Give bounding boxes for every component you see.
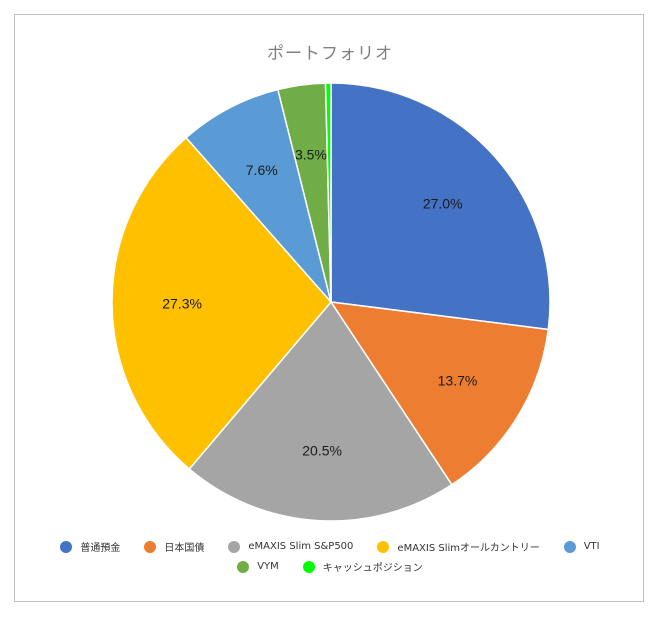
legend-swatch	[563, 540, 576, 553]
chart-title: ポートフォリオ	[267, 44, 393, 64]
slice-data-label: 27.3%	[162, 295, 202, 311]
legend-label: eMAXIS Slim S&P500	[248, 541, 354, 552]
pie-slice	[111, 136, 332, 471]
legend-item: VYM	[237, 560, 279, 573]
legend-row-2: VYM キャッシュポジション	[15, 559, 645, 574]
legend-label: 普通預金	[80, 543, 121, 554]
pie-chart: 27.0% 13.7% 20.5% 27.3% 7.6% 3.5%	[111, 82, 551, 522]
legend-item: 日本国債	[144, 539, 204, 554]
pie-slice	[329, 301, 550, 486]
legend-swatch	[237, 560, 250, 573]
legend-label: eMAXIS Slimオールカントリー	[397, 543, 540, 554]
legend-label: VTI	[583, 541, 600, 552]
legend-swatch	[377, 540, 390, 553]
slice-data-label: 3.5%	[295, 146, 327, 162]
pie-slice	[324, 82, 332, 303]
chart-area: ポートフォリオ 27.0% 13.7% 20.5% 27.3% 7.6% 3.5% 普通預…	[14, 14, 644, 602]
slice-data-label: 7.6%	[246, 162, 278, 178]
legend-label: 日本国債	[164, 543, 205, 554]
legend-swatch	[302, 560, 315, 573]
legend-swatch	[60, 540, 73, 553]
slice-data-label: 20.5%	[302, 443, 342, 459]
legend-item: eMAXIS Slimオールカントリー	[377, 539, 540, 554]
legend-item: VTI	[563, 540, 600, 553]
legend-item: eMAXIS Slim S&P500	[228, 540, 354, 553]
slice-data-label: 27.0%	[423, 196, 463, 212]
legend-label: VYM	[257, 561, 279, 572]
legend-item: キャッシュポジション	[302, 559, 423, 574]
legend-label: キャッシュポジション	[322, 563, 423, 574]
pie-slice	[185, 88, 332, 303]
legend-swatch	[144, 540, 157, 553]
legend-item: 普通預金	[60, 539, 120, 554]
legend-swatch	[228, 540, 241, 553]
legend-row-1: 普通預金 日本国債 eMAXIS Slim S&P500 eMAXIS Slim…	[15, 539, 645, 554]
pie-slice	[188, 300, 453, 522]
pie-slice	[330, 82, 551, 331]
slice-data-label: 13.7%	[438, 373, 478, 389]
